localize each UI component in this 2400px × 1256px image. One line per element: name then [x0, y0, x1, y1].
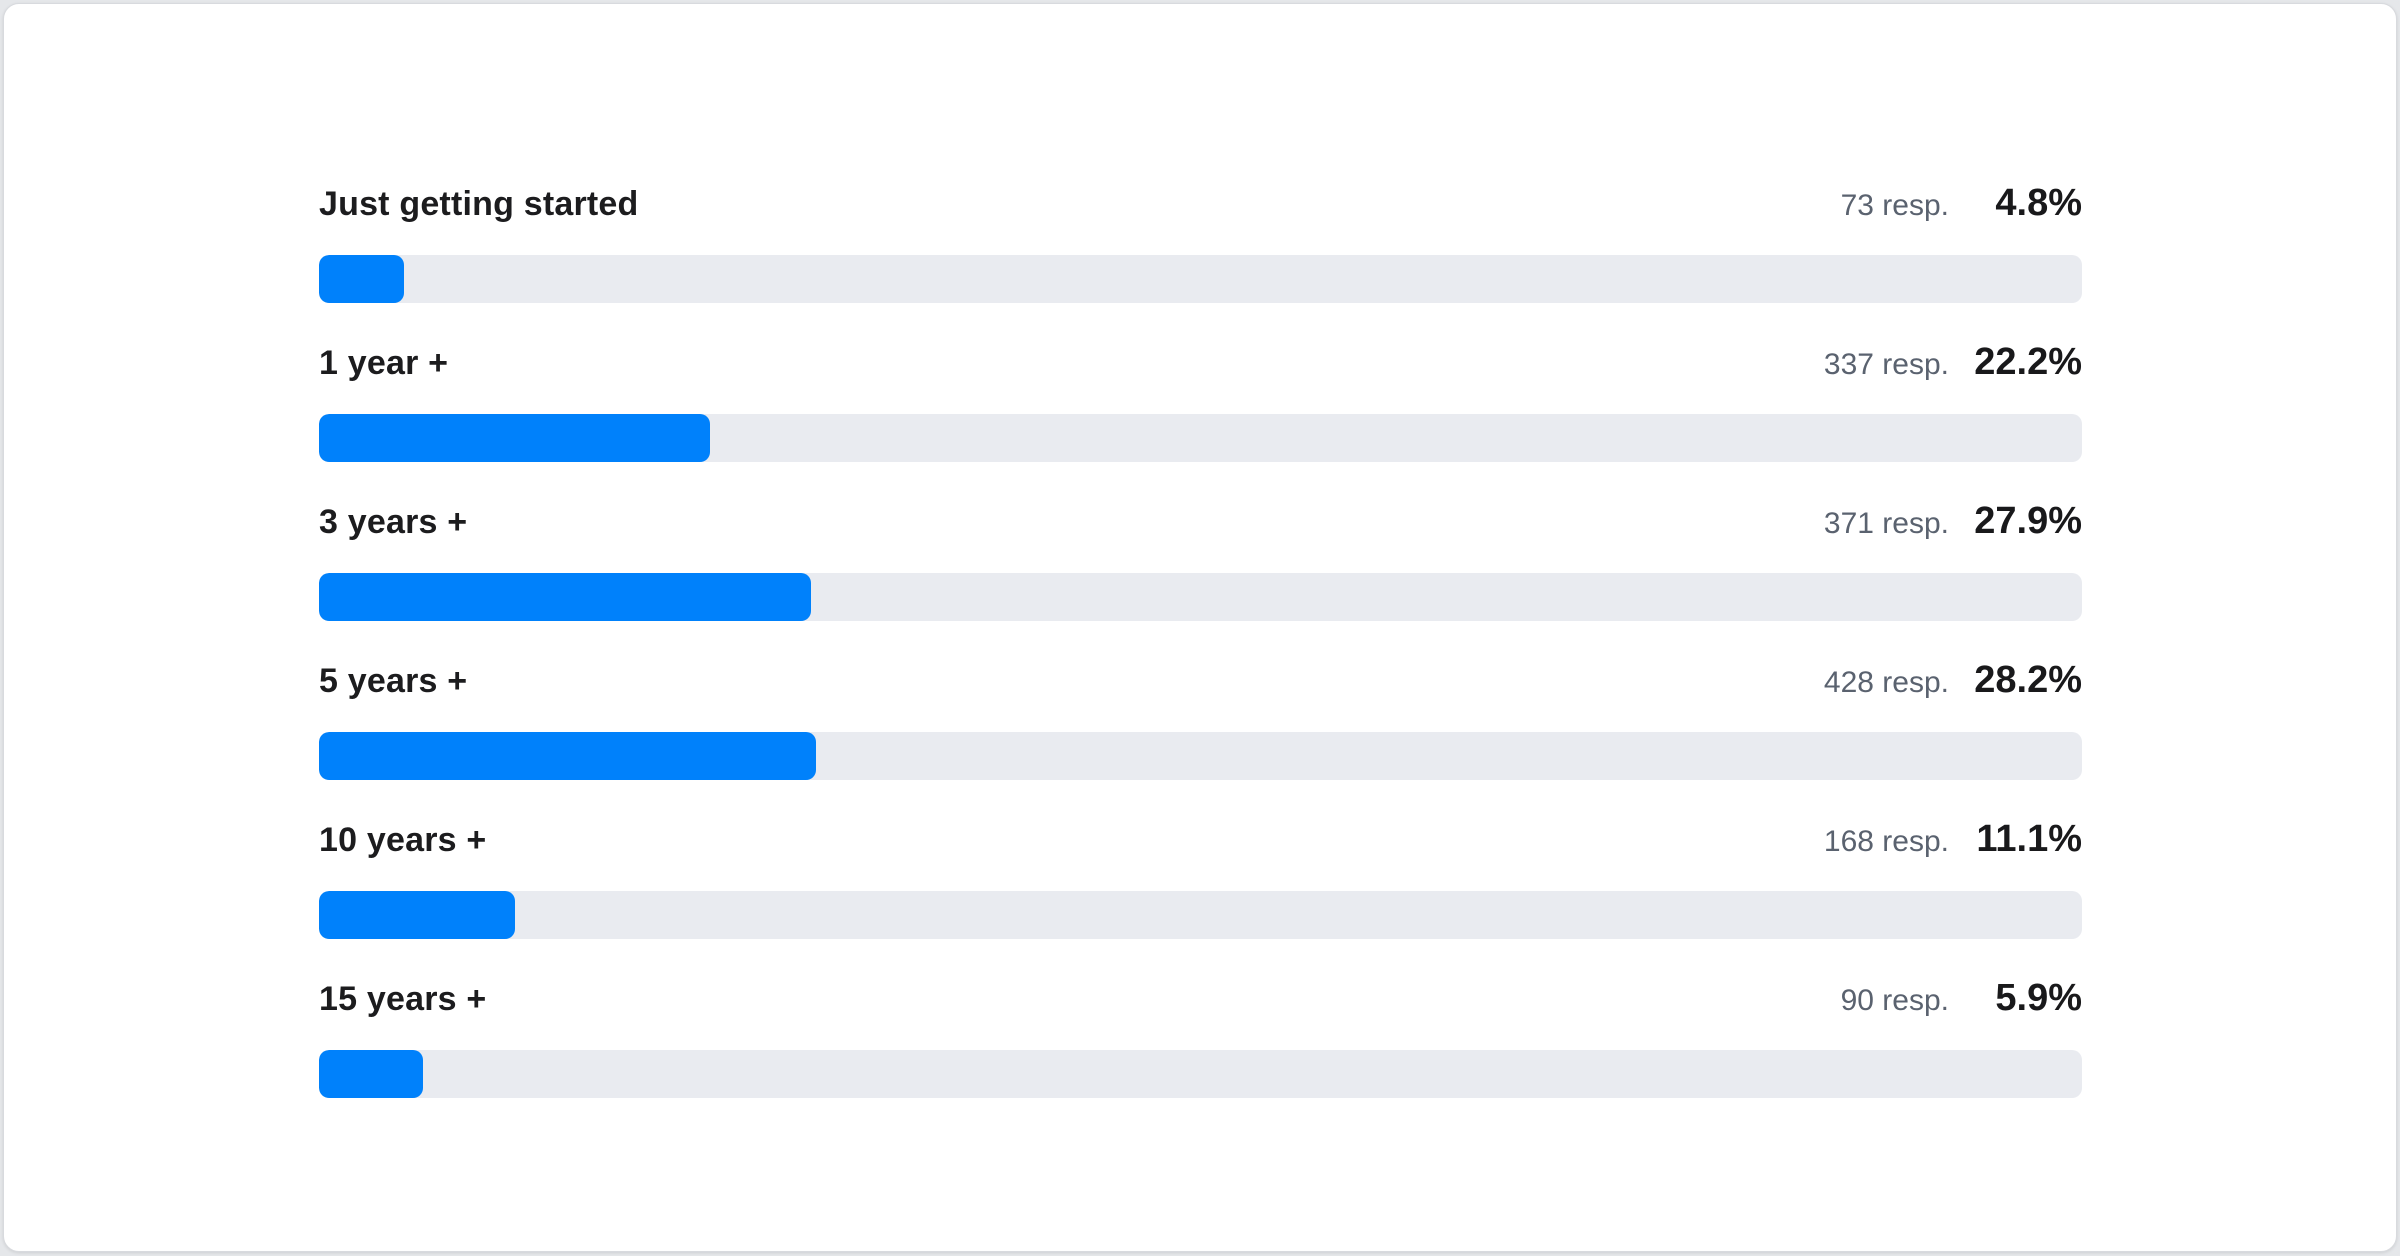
answer-label: Just getting started: [319, 185, 639, 223]
row-header: 10 years + 168 resp. 11.1%: [319, 816, 2082, 865]
row-header: 3 years + 371 resp. 27.9%: [319, 498, 2082, 547]
answer-label: 15 years +: [319, 980, 487, 1018]
bar-fill: [319, 891, 515, 939]
percentage-value: 22.2%: [1974, 341, 2082, 383]
bar-fill: [319, 573, 811, 621]
survey-row: 5 years + 428 resp. 28.2%: [319, 657, 2082, 780]
answer-label: 10 years +: [319, 821, 487, 859]
answer-label: 3 years +: [319, 503, 468, 541]
row-header: Just getting started 73 resp. 4.8%: [319, 180, 2082, 229]
bar-track: [319, 891, 2082, 939]
percentage-value: 27.9%: [1974, 500, 2082, 542]
answer-label: 1 year +: [319, 344, 449, 382]
bar-fill: [319, 732, 817, 780]
response-count: 337 resp.: [1823, 348, 1949, 381]
bar-track: [319, 414, 2082, 462]
survey-row: 3 years + 371 resp. 27.9%: [319, 498, 2082, 621]
row-header: 5 years + 428 resp. 28.2%: [319, 657, 2082, 706]
row-header: 15 years + 90 resp. 5.9%: [319, 975, 2082, 1024]
percentage-value: 11.1%: [1976, 818, 2082, 860]
response-count: 90 resp.: [1840, 984, 1949, 1017]
bar-track: [319, 732, 2082, 780]
answer-label: 5 years +: [319, 662, 468, 700]
percentage-value: 4.8%: [1995, 182, 2082, 224]
bar-track: [319, 573, 2082, 621]
survey-row: Just getting started 73 resp. 4.8%: [319, 180, 2082, 303]
percentage-value: 28.2%: [1974, 659, 2082, 701]
bar-fill: [319, 414, 711, 462]
response-count: 168 resp.: [1823, 825, 1949, 858]
response-count: 73 resp.: [1840, 189, 1949, 222]
bar-fill: [319, 255, 404, 303]
survey-results-list: Just getting started 73 resp. 4.8% 1 yea…: [319, 180, 2082, 1098]
survey-results-card: Just getting started 73 resp. 4.8% 1 yea…: [3, 3, 2397, 1252]
response-count: 428 resp.: [1823, 666, 1949, 699]
survey-row: 1 year + 337 resp. 22.2%: [319, 339, 2082, 462]
percentage-value: 5.9%: [1995, 977, 2082, 1019]
survey-row: 10 years + 168 resp. 11.1%: [319, 816, 2082, 939]
bar-track: [319, 255, 2082, 303]
survey-row: 15 years + 90 resp. 5.9%: [319, 975, 2082, 1098]
bar-fill: [319, 1050, 424, 1098]
row-header: 1 year + 337 resp. 22.2%: [319, 339, 2082, 388]
response-count: 371 resp.: [1823, 507, 1949, 540]
bar-track: [319, 1050, 2082, 1098]
